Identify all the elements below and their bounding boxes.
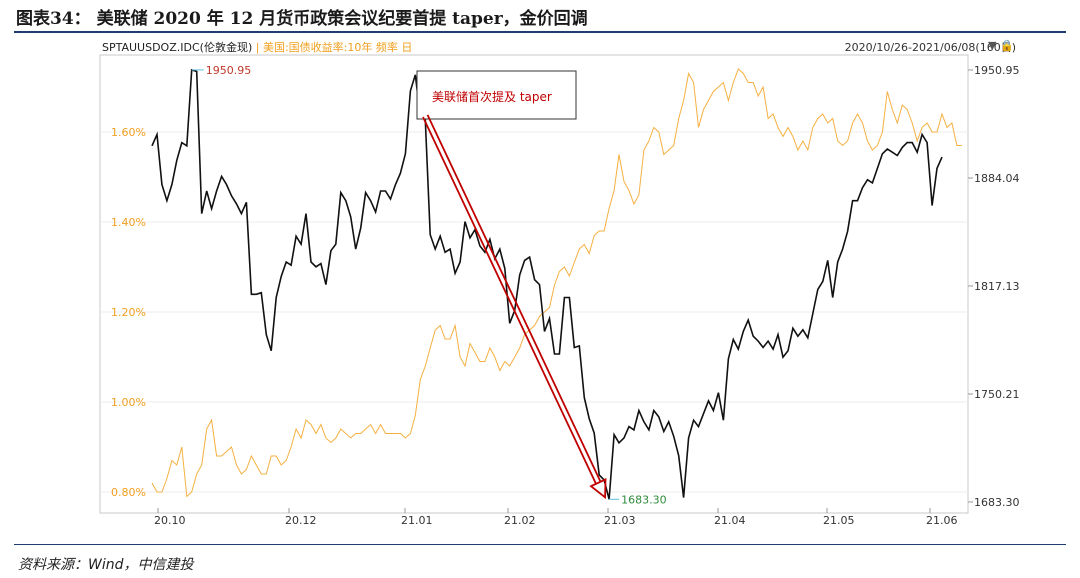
dropdown-lock-icon[interactable]: ▼ 🔒	[988, 39, 1014, 52]
left-tick-label: 1.20%	[111, 306, 146, 319]
legend-bond[interactable]: 美国:国债收益率:10年 频率 日	[262, 41, 413, 54]
x-tick-label: 21.02	[504, 514, 536, 527]
right-tick-label: 1884.04	[974, 172, 1020, 185]
annotations: 1950.95 1683.30 美联储首次提及 taper	[191, 64, 667, 506]
legend-separator: |	[255, 41, 260, 54]
right-tick-label: 1750.21	[974, 388, 1020, 401]
bond-yield-line	[151, 68, 962, 498]
max-label: 1950.95	[206, 64, 252, 77]
min-label: 1683.30	[621, 493, 667, 506]
left-tick-label: 0.80%	[111, 486, 146, 499]
right-tick-label: 1683.30	[974, 496, 1020, 509]
source-note: 资料来源：Wind，中信建投	[18, 557, 194, 573]
x-tick-label: 21.04	[714, 514, 746, 527]
x-tick-label: 21.05	[823, 514, 855, 527]
legend-gold[interactable]: SPTAUUSDOZ.IDC(伦敦金现)	[102, 41, 253, 54]
right-axis: 1683.30 1750.21 1817.13 1884.04 1950.95	[968, 64, 1020, 509]
left-tick-label: 1.00%	[111, 396, 146, 409]
legend: SPTAUUSDOZ.IDC(伦敦金现) | 美国:国债收益率:10年 频率 日	[102, 39, 412, 55]
x-axis: 20.10 20.12 21.01 21.02 21.03 21.04 21.05 21.06	[154, 508, 958, 527]
x-tick-label: 20.12	[285, 514, 317, 527]
right-tick-label: 1950.95	[974, 64, 1020, 77]
taper-note-text: 美联储首次提及 taper	[432, 89, 552, 104]
left-tick-label: 1.40%	[111, 216, 146, 229]
right-tick-label: 1817.13	[974, 280, 1020, 293]
x-tick-label: 21.03	[604, 514, 636, 527]
footer-rule	[14, 544, 1066, 545]
x-tick-label: 21.01	[401, 514, 433, 527]
figure-title: 图表34： 美联储 2020 年 12 月货币政策会议纪要首提 taper，金价…	[16, 9, 588, 29]
title-rule	[14, 31, 1066, 33]
x-tick-label: 20.10	[154, 514, 186, 527]
left-axis: 0.80% 1.00% 1.20% 1.40% 1.60%	[111, 126, 146, 499]
date-range[interactable]: 2020/10/26-2021/06/08(160日)	[844, 41, 1016, 54]
taper-arrow-shaft	[426, 114, 602, 483]
gold-price-line	[151, 68, 943, 500]
taper-arrow-head	[589, 477, 607, 500]
plot-frame	[99, 54, 969, 514]
taper-arrow-shaft	[422, 116, 597, 485]
left-tick-label: 1.60%	[111, 126, 146, 139]
gridlines	[100, 131, 968, 493]
x-tick-label: 21.06	[926, 514, 958, 527]
taper-note-box	[416, 70, 577, 120]
